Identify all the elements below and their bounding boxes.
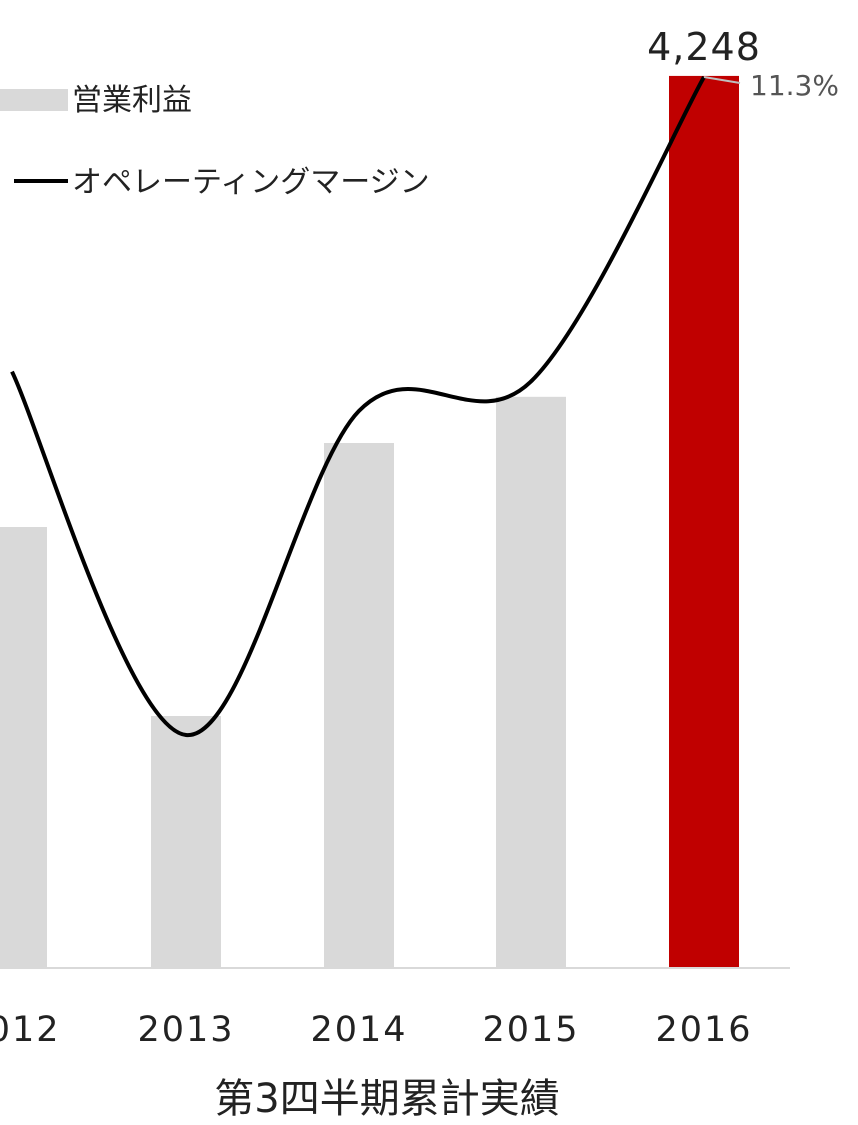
x-tick-2013: 2013 <box>137 1010 234 1050</box>
legend-label-operating-margin: オペレーティングマージン <box>72 165 430 200</box>
x-tick-labels: 2012 2013 2014 2015 2016 <box>0 1010 752 1050</box>
bar-2014 <box>324 443 394 968</box>
data-label-bar-2016: 4,248 <box>647 25 761 69</box>
x-tick-2012: 2012 <box>0 1010 61 1050</box>
x-tick-2015: 2015 <box>482 1010 579 1050</box>
x-tick-2016: 2016 <box>655 1010 752 1050</box>
x-axis-title: 第3四半期累計実績 <box>214 1076 559 1122</box>
legend-label-operating-profit: 営業利益 <box>72 83 192 118</box>
data-label-line-2016: 11.3% <box>750 69 839 102</box>
bar-2012 <box>0 527 47 968</box>
bar-2013 <box>151 716 221 968</box>
data-label-leader <box>703 76 741 84</box>
series-line-operating-margin <box>10 76 706 738</box>
legend: 営業利益 オペレーティングマージン <box>0 83 430 200</box>
x-tick-2014: 2014 <box>310 1010 407 1050</box>
bar-2015 <box>496 396 566 968</box>
bars-layer <box>0 75 739 969</box>
legend-swatch-operating-profit <box>0 89 68 111</box>
bar-2016 <box>669 75 739 969</box>
